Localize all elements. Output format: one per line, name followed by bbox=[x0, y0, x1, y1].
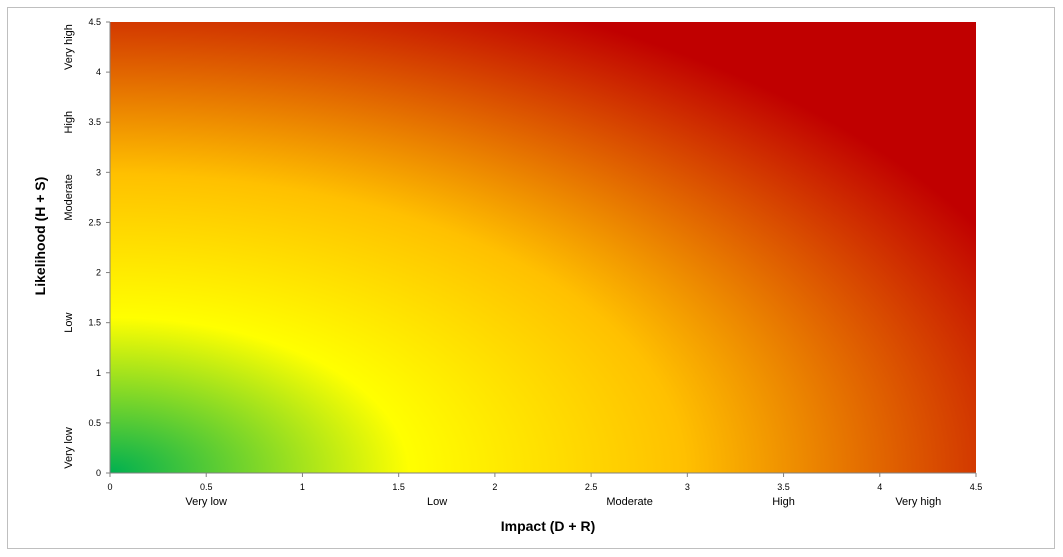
y-tick-label: 0.5 bbox=[88, 418, 101, 428]
y-category-label: High bbox=[63, 111, 75, 134]
x-tick-label: 4.5 bbox=[970, 482, 983, 492]
x-category-label: Very low bbox=[185, 496, 227, 508]
x-tick-label: 0 bbox=[107, 482, 112, 492]
x-tick-label: 2.5 bbox=[585, 482, 598, 492]
y-category-label: Low bbox=[63, 313, 75, 333]
y-tick-label: 3 bbox=[96, 167, 101, 177]
x-tick-label: 3.5 bbox=[777, 482, 790, 492]
x-category-label: Very high bbox=[895, 496, 941, 508]
y-tick-label: 2 bbox=[96, 268, 101, 278]
y-category-labels: Very low Low Moderate High Very high bbox=[63, 24, 75, 469]
x-category-label: High bbox=[772, 496, 795, 508]
y-tick-label: 1.5 bbox=[88, 318, 101, 328]
x-tick-label: 1 bbox=[300, 482, 305, 492]
x-category-label: Moderate bbox=[606, 496, 652, 508]
x-category-labels: Very low Low Moderate High Very high bbox=[185, 496, 941, 508]
x-tick-label: 1.5 bbox=[392, 482, 405, 492]
y-axis-title: Likelihood (H + S) bbox=[32, 177, 48, 296]
y-tick-label: 4.5 bbox=[88, 17, 101, 27]
y-tick-label: 2.5 bbox=[88, 217, 101, 227]
x-tick-label: 0.5 bbox=[200, 482, 213, 492]
x-tick-label: 3 bbox=[685, 482, 690, 492]
x-tick-label: 4 bbox=[877, 482, 882, 492]
y-tick-label: 4 bbox=[96, 67, 101, 77]
y-tick-label: 3.5 bbox=[88, 117, 101, 127]
y-category-label: Very low bbox=[63, 427, 75, 469]
x-category-label: Low bbox=[427, 496, 447, 508]
x-tick-label: 2 bbox=[492, 482, 497, 492]
y-category-label: Moderate bbox=[63, 174, 75, 220]
x-axis-title: Impact (D + R) bbox=[501, 518, 596, 534]
heatmap-plot-area bbox=[110, 22, 976, 473]
y-axis-ticks: 0 0.5 1 1.5 2 2.5 3 3.5 4 4.5 bbox=[88, 17, 111, 478]
x-axis-ticks: 0 0.5 1 1.5 2 2.5 3 3.5 4 4.5 bbox=[107, 472, 983, 492]
y-category-label: Very high bbox=[63, 24, 75, 70]
y-tick-label: 0 bbox=[96, 468, 101, 478]
y-tick-label: 1 bbox=[96, 368, 101, 378]
